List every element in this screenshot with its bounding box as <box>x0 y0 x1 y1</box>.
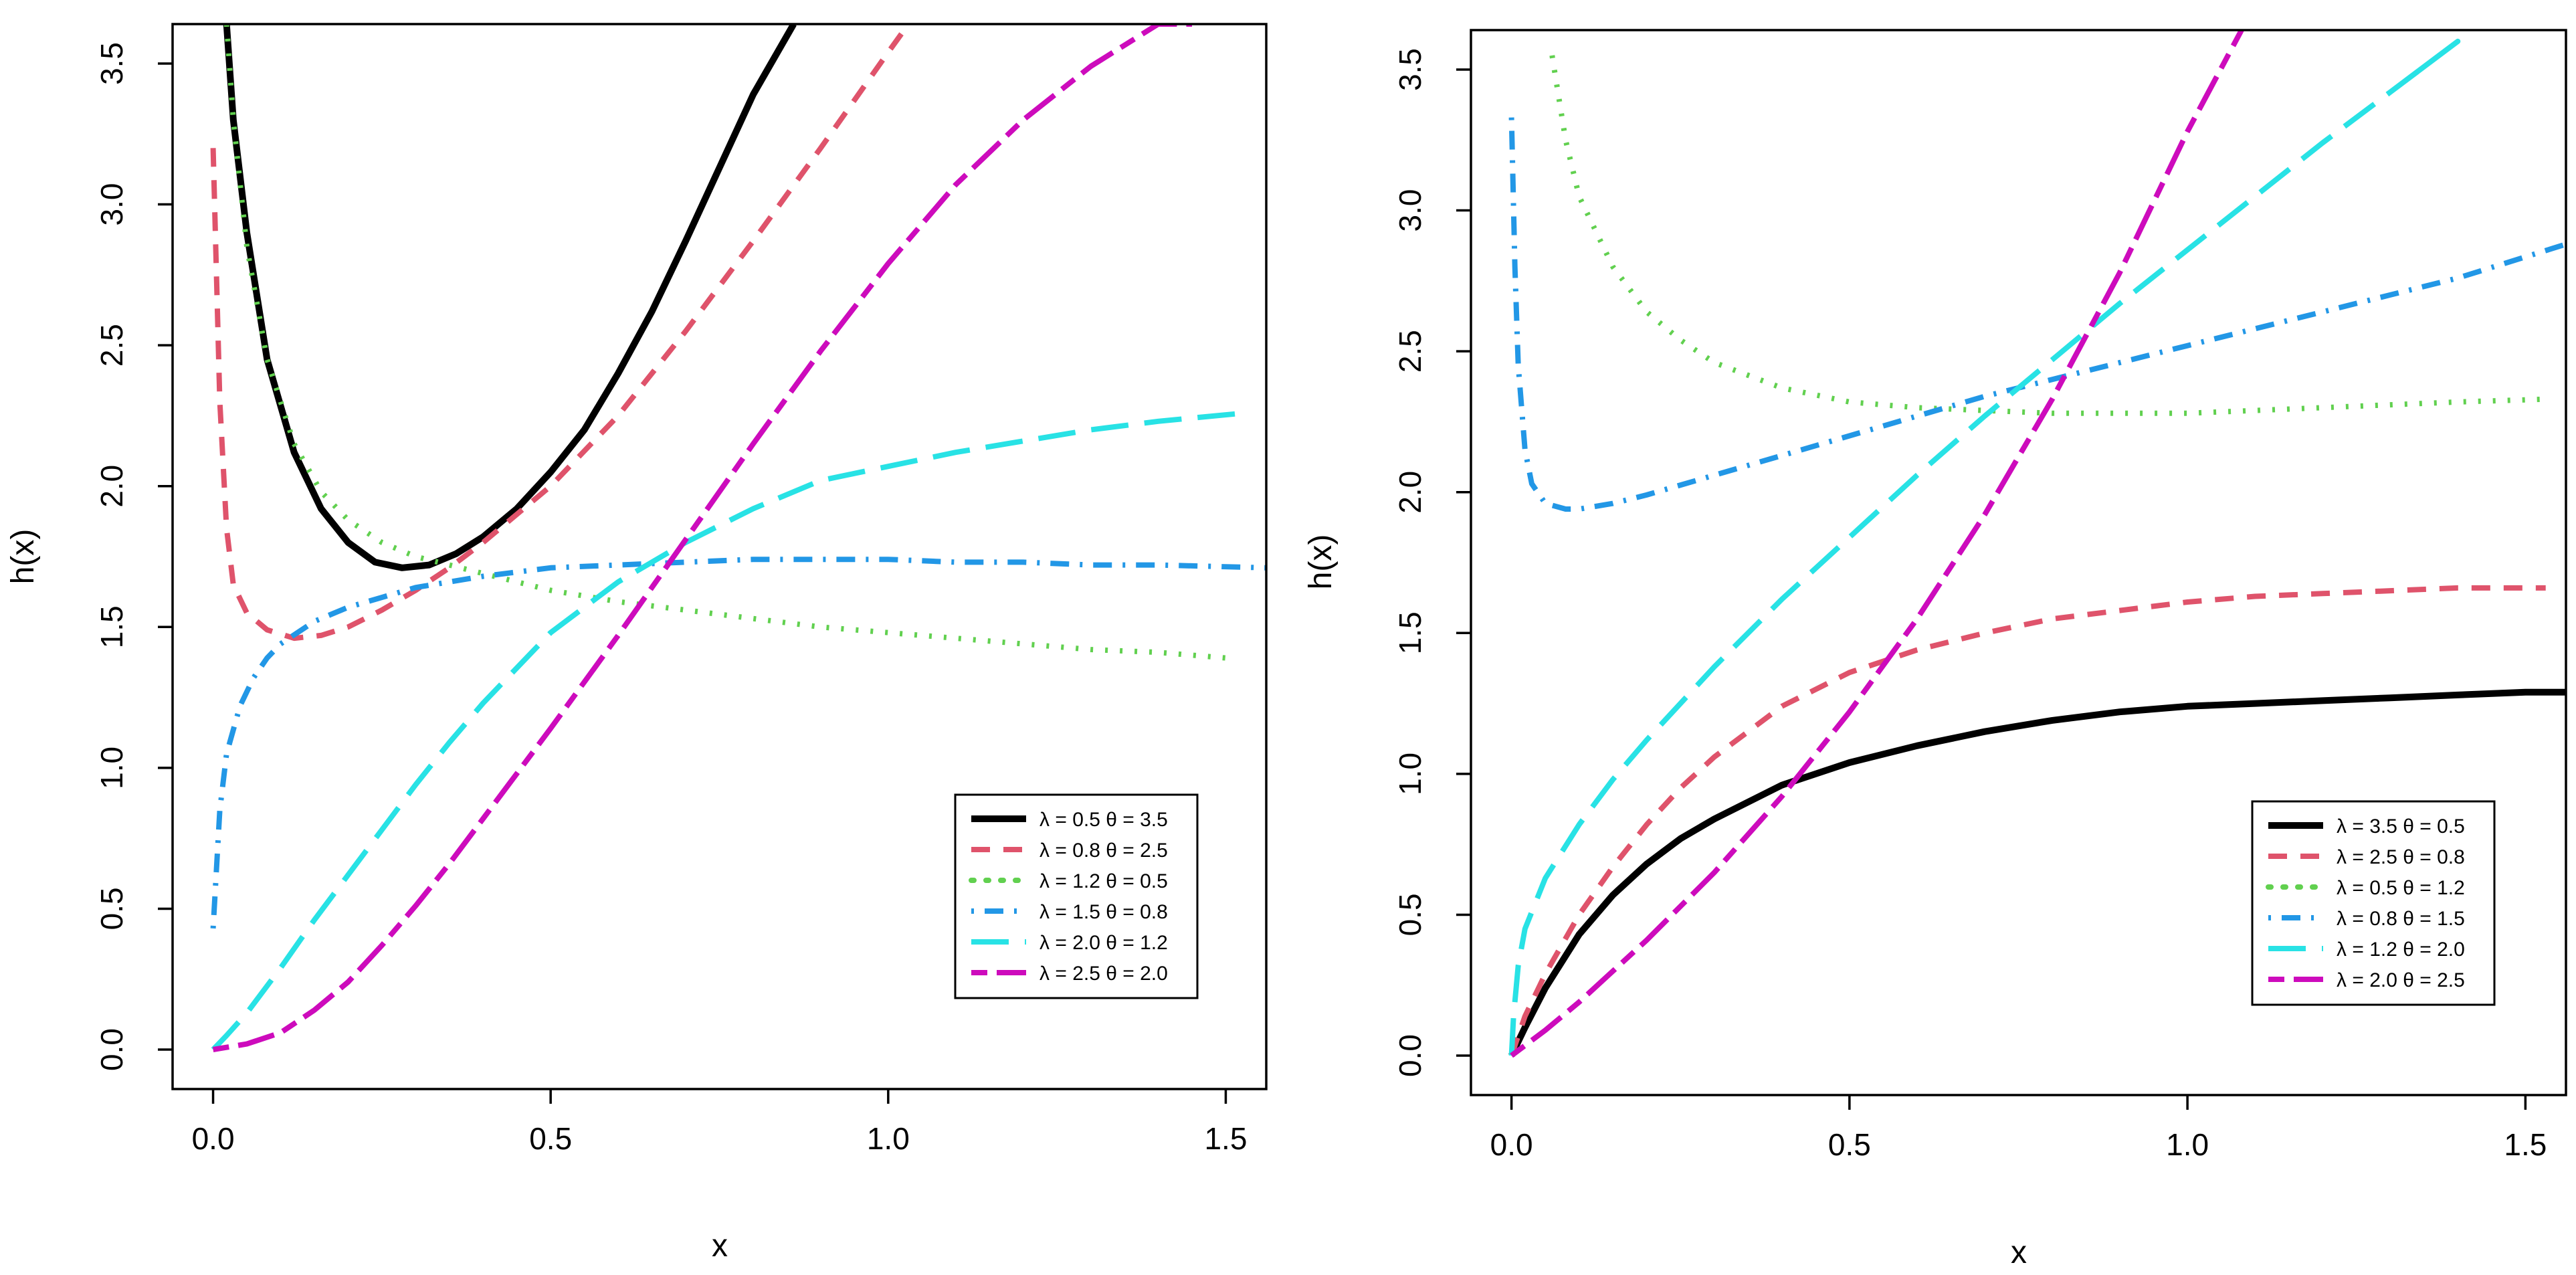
y-tick-label: 1.0 <box>1393 753 1427 795</box>
series-line-1 <box>210 24 911 642</box>
y-axis-title: h(x) <box>5 529 41 585</box>
legend-label: λ = 2.0 θ = 2.5 <box>2337 969 2465 991</box>
legend-label: λ = 3.5 θ = 0.5 <box>2337 815 2465 838</box>
series-line-4 <box>211 410 1247 1052</box>
plot-frame <box>171 23 1268 1090</box>
y-tick-label: 3.5 <box>94 42 129 85</box>
series-line-5 <box>212 24 1192 1052</box>
y-tick-label: 1.5 <box>1393 611 1427 654</box>
legend-label: λ = 0.8 θ = 1.5 <box>2337 908 2465 930</box>
x-axis-title: x <box>712 1228 728 1264</box>
x-tick-label: 0.0 <box>1490 1127 1533 1162</box>
legend-label: λ = 2.5 θ = 0.8 <box>2337 846 2465 868</box>
hazard-plot-right: 0.0 0.5 1.0 1.5 0.00.51.01.52.02.53.03.5 x … <box>1303 29 2567 1270</box>
x-tick-label: 1.0 <box>867 1121 910 1156</box>
hazard-plot-left: 0.0 0.5 1.0 1.5 0.00.51.01.52.02.53.03.5 x … <box>5 23 1268 1264</box>
y-tick-label: 2.0 <box>1393 471 1427 514</box>
legend-label: λ = 0.5 θ = 1.2 <box>2337 877 2465 899</box>
series-line-2 <box>223 24 1226 661</box>
y-tick-label: 0.5 <box>1393 893 1427 936</box>
series-line-0 <box>1508 688 2566 1058</box>
y-axis-title: h(x) <box>1303 534 1339 590</box>
legend-label: λ = 2.5 θ = 2.0 <box>1039 963 1168 985</box>
legend-label: λ = 2.0 θ = 1.2 <box>1039 932 1168 954</box>
legend-box <box>2251 800 2496 1006</box>
series-line-3 <box>210 557 1266 929</box>
series-line-2 <box>1549 55 2546 416</box>
legend-label: λ = 0.5 θ = 3.5 <box>1039 809 1168 831</box>
legend: λ = 3.5 θ = 0.5 λ = 2.5 θ = 0.8 λ = 0.5 θ … <box>2251 800 2496 1006</box>
y-tick-label: 3.5 <box>1393 48 1427 91</box>
x-tick-label: 0.5 <box>529 1121 572 1156</box>
y-tick-label: 0.5 <box>94 887 129 930</box>
y-tick-label: 1.0 <box>94 747 129 789</box>
y-tick-label: 0.0 <box>94 1028 129 1071</box>
x-tick-label: 1.5 <box>1204 1121 1247 1156</box>
series-line-5 <box>1510 30 2244 1058</box>
legend-label: λ = 1.2 θ = 2.0 <box>2337 939 2465 961</box>
y-tick-label: 2.5 <box>94 324 129 367</box>
x-tick-label: 1.5 <box>2504 1127 2547 1162</box>
y-tick-label: 1.5 <box>94 605 129 648</box>
legend-box <box>954 793 1199 999</box>
series-line-1 <box>1508 585 2546 1057</box>
x-tick-label: 1.0 <box>2166 1127 2209 1162</box>
x-tick-label: 0.0 <box>192 1121 235 1156</box>
legend-label: λ = 1.5 θ = 0.8 <box>1039 901 1168 923</box>
legend-label: λ = 0.8 θ = 2.5 <box>1039 840 1168 862</box>
y-tick-label: 3.0 <box>94 183 129 226</box>
plot-frame <box>1470 29 2567 1096</box>
y-tick-label: 3.0 <box>1393 189 1427 232</box>
x-axis-title: x <box>2011 1235 2027 1270</box>
y-tick-label: 2.0 <box>94 465 129 508</box>
legend-label: λ = 1.2 θ = 0.5 <box>1039 870 1168 892</box>
y-tick-label: 2.5 <box>1393 330 1427 373</box>
x-tick-label: 0.5 <box>1828 1127 1871 1162</box>
legend: λ = 0.5 θ = 3.5 λ = 0.8 θ = 2.5 λ = 1.2 θ … <box>954 793 1199 999</box>
y-tick-label: 0.0 <box>1393 1034 1427 1077</box>
